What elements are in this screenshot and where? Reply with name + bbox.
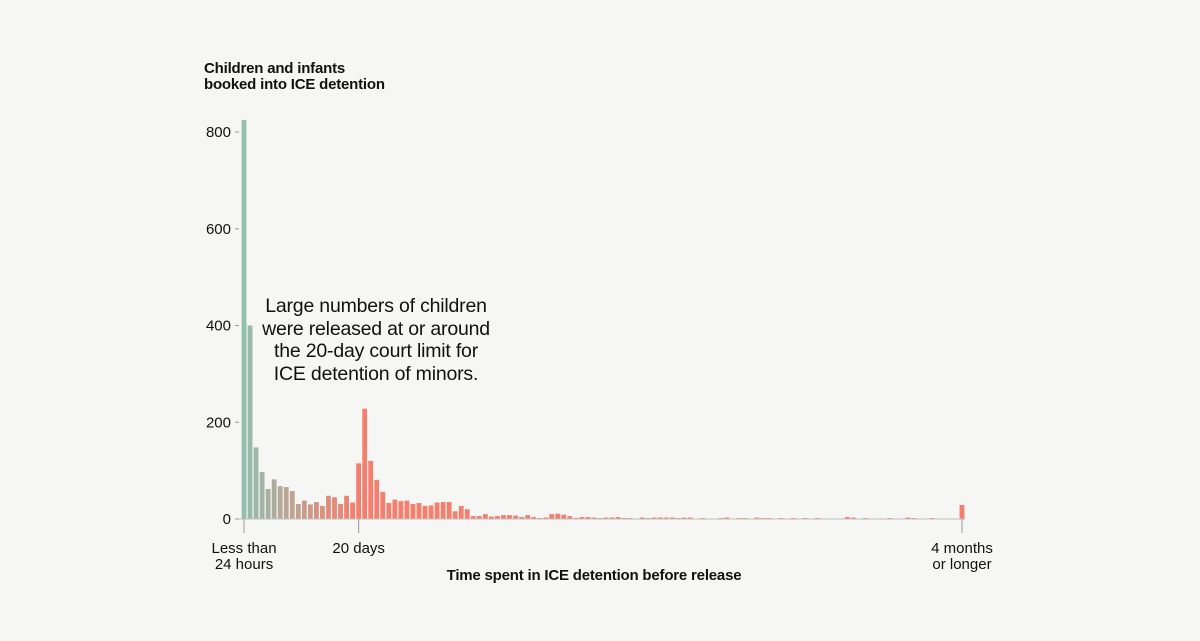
bar-day-26 [392,499,398,519]
bar-series [241,119,965,519]
bar-day-67 [639,517,645,519]
bar-day-54 [561,514,567,519]
bar-day-71 [663,517,669,519]
x-tick-label-line: 4 months [931,540,993,557]
bar-day-9 [289,490,295,519]
bar-day-13 [314,502,319,519]
bar-day-23 [374,479,380,519]
bar-day-111 [905,517,911,519]
bar-day-74 [682,517,687,519]
bar-day-45 [507,515,512,519]
bar-day-7 [277,486,283,519]
bar-day-102 [850,517,856,519]
bar-day-31 [422,505,428,519]
bar-day-21 [362,408,368,519]
bar-day-39 [470,516,476,519]
bar-day-32 [428,505,434,519]
bar-day-29 [410,504,416,519]
bar-day-52 [549,514,555,519]
x-tick-label-line: 20 days [332,540,385,557]
bar-day-20 [356,463,362,519]
bar-day-43 [495,516,500,519]
bar-day-27 [398,501,404,519]
bar-day-28 [404,500,410,519]
bar-day-72 [669,517,675,519]
bar-day-4 [259,472,265,519]
y-tick-label-600: 600 [206,221,231,238]
x-tick-label-line: Less than [211,540,276,557]
x-axis-title: Time spent in ICE detention before relea… [446,567,742,584]
bar-day-41 [482,514,488,519]
bar-day-44 [501,515,506,519]
x-tick-label-day-20: 20 days [332,540,385,557]
bar-day-53 [555,513,561,519]
bar-day-86 [754,517,760,519]
bar-day-69 [651,517,657,519]
bar-day-6 [271,479,277,519]
bar-day-2 [247,325,253,519]
bar-day-34 [440,502,446,519]
x-tick-label-day-120: 4 months or longer [931,540,993,573]
chart-annotation: Large numbers of children were released … [262,295,490,385]
bar-day-11 [301,500,307,519]
bar-day-22 [368,460,374,519]
bar-day-3 [253,447,259,519]
bar-day-62 [609,517,615,519]
bar-day-17 [338,504,343,519]
bar-day-48 [525,515,530,519]
x-tick-label-line: 24 hours [215,556,273,573]
bar-day-47 [519,517,524,519]
bar-day-15 [326,495,331,519]
bar-day-57 [579,517,585,519]
bar-day-81 [724,517,730,519]
bar-day-55 [567,516,573,519]
bar-day-16 [332,497,337,519]
y-tick-label-800: 800 [206,124,231,141]
bar-day-35 [446,502,452,519]
bar-day-61 [603,517,609,519]
bar-day-36 [452,511,458,519]
y-axis: 0 200 400 600 800 [206,124,239,528]
bar-day-18 [344,495,349,519]
bar-day-101 [844,517,850,519]
x-axis: Less than 24 hours 20 days 4 months or longe… [211,519,993,573]
bar-day-8 [283,487,289,519]
bar-day-38 [464,509,470,519]
y-axis-title: Children and infants booked into ICE det… [204,60,385,93]
bar-day-12 [307,504,313,519]
y-tick-label-200: 200 [206,414,231,431]
bar-day-24 [380,491,386,519]
bar-day-1 [241,119,247,519]
bar-day-58 [585,517,591,519]
bar-day-14 [320,505,325,519]
bar-day-30 [416,503,422,519]
bar-day-25 [386,503,392,519]
bar-day-37 [458,505,464,519]
bar-day-5 [265,489,271,519]
bar-day-40 [476,516,482,519]
bar-day-19 [350,502,356,519]
y-tick-label-400: 400 [206,318,231,335]
bar-day-51 [543,517,549,519]
y-tick-label-0: 0 [223,511,231,528]
bar-day-10 [295,504,301,519]
x-tick-label-day-1: Less than 24 hours [211,540,276,573]
bar-day-70 [657,517,663,519]
bar-day-63 [615,517,621,519]
bar-day-46 [513,515,518,519]
bar-day-33 [434,502,440,519]
x-tick-label-line: or longer [932,556,991,573]
bar-day-120 [959,504,965,519]
bar-day-42 [488,516,494,519]
bar-day-75 [688,517,693,519]
bar-day-59 [591,517,597,519]
bar-day-49 [531,517,537,519]
